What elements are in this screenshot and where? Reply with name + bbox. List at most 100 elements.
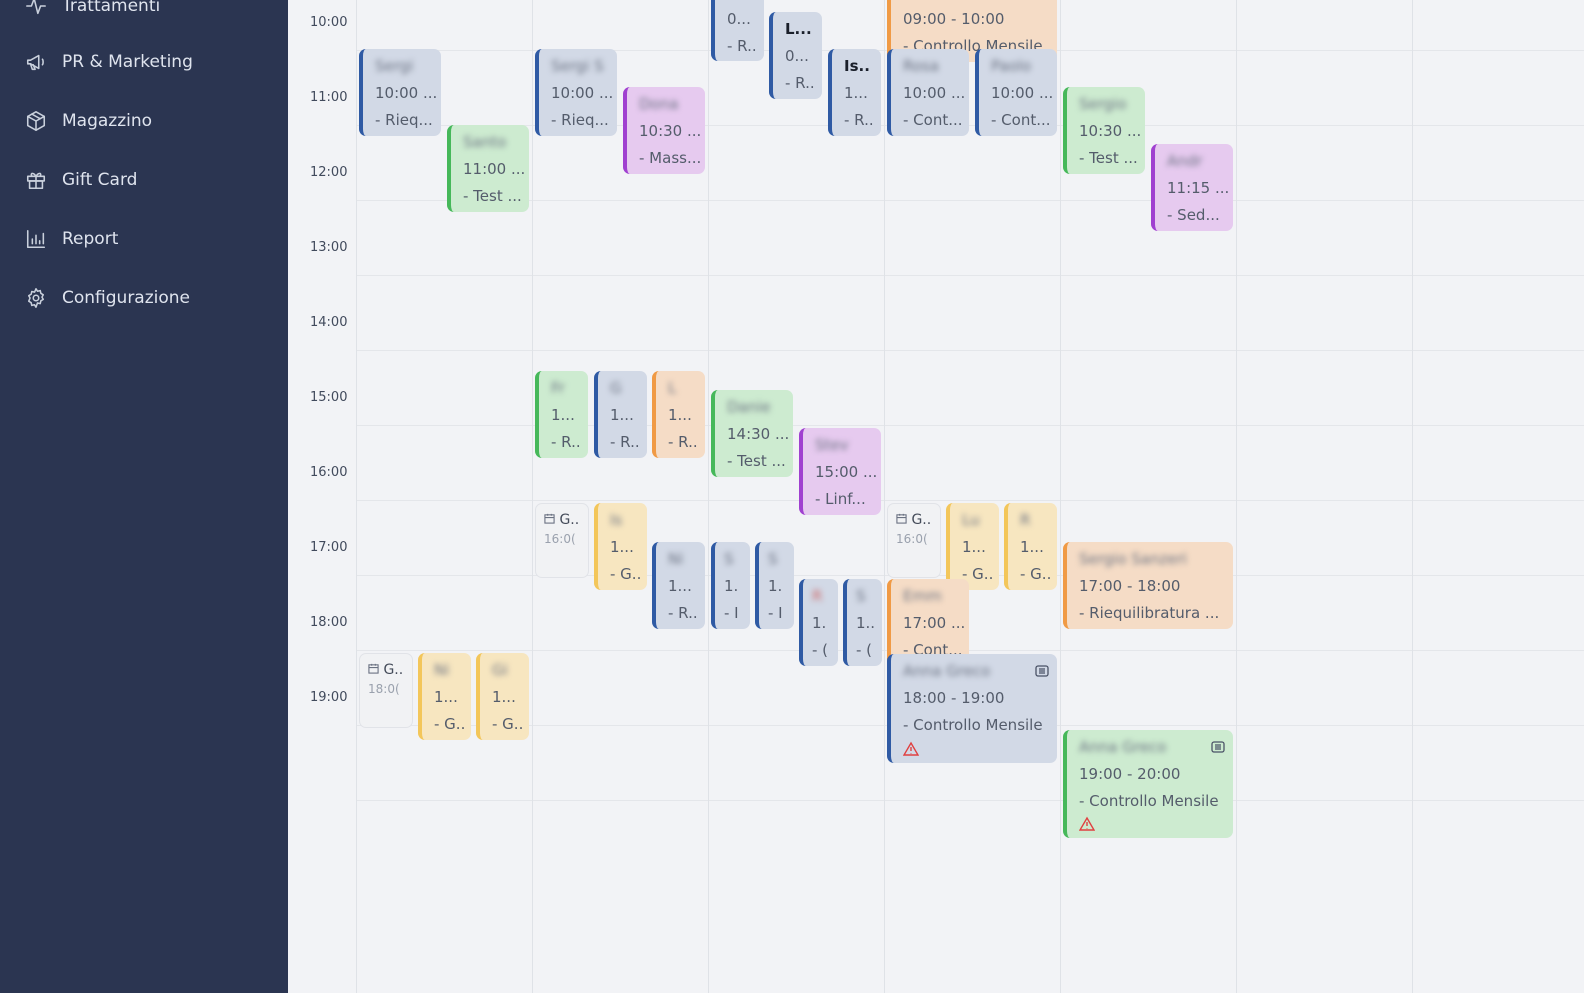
appointment-card[interactable]: L 1... - R.. [652, 371, 705, 458]
appointment-time: 10:00 ... [375, 84, 438, 102]
appointment-card[interactable]: R 1... - G.. [1004, 503, 1057, 590]
hour-label: 12:00 [310, 165, 348, 180]
appointment-card[interactable]: Sergi S 10:00 ... - Rieq... [535, 49, 617, 136]
grid-line [356, 500, 1584, 501]
appointment-service: - Rieq... [375, 111, 433, 129]
blocked-slot-card[interactable]: G.. 16:0( [887, 503, 941, 578]
gift-icon [24, 168, 48, 192]
client-name: Fr [551, 379, 565, 397]
grid-line [356, 425, 1584, 426]
client-name: Sergio [1079, 95, 1127, 113]
appointment-time: 1.. [856, 614, 876, 632]
appointment-card[interactable]: Andr 11:15 ... - Sed... [1151, 144, 1233, 231]
appointment-service: - G.. [492, 715, 524, 733]
appointment-time: 11:15 ... [1167, 179, 1230, 197]
client-name: Sergio Sanzeri [1079, 550, 1187, 568]
appointment-time: 1... [844, 84, 868, 102]
appointment-service: - Test ... [1079, 149, 1138, 167]
card-badge-icon [1211, 738, 1225, 753]
client-name: Dona [639, 95, 679, 113]
client-name: Lu [962, 511, 980, 529]
appointment-time: 17:00 - 18:00 [1079, 577, 1181, 595]
appointment-card[interactable]: Sergio Sanzeri 17:00 - 18:00 - Riequilib… [1063, 542, 1233, 629]
appointment-card[interactable]: Rosa 10:00 ... - Cont... [887, 49, 969, 136]
appointment-time: 09:00 - 10:00 [903, 10, 1005, 28]
box-icon [24, 109, 48, 133]
client-name: Andr [1167, 152, 1203, 170]
appointment-card[interactable]: 0... - R.. [711, 0, 764, 61]
appointment-card[interactable]: Danie 14:30 ... - Test ... [711, 390, 793, 477]
appointment-card[interactable]: S 1. - I [755, 542, 794, 629]
appointment-time: 18:00 - 19:00 [903, 689, 1005, 707]
appointment-card[interactable]: Emm 17:00 ... - Cont... [887, 579, 969, 666]
client-name: Sergi S [551, 57, 604, 75]
activity-icon [24, 0, 48, 18]
gear-icon [24, 286, 48, 310]
day-column-divider [1412, 0, 1413, 993]
sidebar-item-gift-card[interactable]: Gift Card [0, 160, 288, 200]
sidebar-item-pr-marketing[interactable]: PR & Marketing [0, 42, 288, 82]
appointment-card[interactable]: Dona 10:30 ... - Mass... [623, 87, 705, 174]
client-name: Is [610, 511, 623, 529]
day-column-divider [1236, 0, 1237, 993]
client-name: G [610, 379, 622, 397]
appointment-card[interactable]: R 1. - ( [799, 579, 838, 666]
sidebar-item-trattamenti[interactable]: Trattamenti [0, 0, 288, 26]
appointment-time: 1... [551, 406, 575, 424]
appointment-card[interactable]: Fr 1... - R.. [535, 371, 588, 458]
appointment-service: - Sed... [1167, 206, 1220, 224]
warning-icon [902, 741, 920, 757]
appointment-service: - Mass... [639, 149, 702, 167]
blocked-slot-card[interactable]: G.. 18:0( [359, 653, 413, 728]
hour-label: 11:00 [310, 90, 348, 105]
card-badge-icon [1035, 662, 1049, 677]
sidebar-item-label: Configurazione [62, 288, 191, 308]
hour-label: 18:00 [310, 615, 348, 630]
appointment-service: - R.. [610, 433, 640, 451]
appointment-card[interactable]: Is.. 1... - R.. [828, 49, 881, 136]
grid-line [356, 800, 1584, 801]
appointment-card[interactable]: Ni 1... - G.. [418, 653, 471, 740]
appointment-service: - R.. [727, 37, 757, 55]
appointment-card[interactable]: Is 1... - G.. [594, 503, 647, 590]
appointment-card[interactable]: L... 0... - R.. [769, 12, 822, 99]
appointment-card[interactable]: Sergi 10:00 ... - Rieq... [359, 49, 441, 136]
appointment-time: 1. [724, 577, 739, 595]
warning-icon [1078, 816, 1096, 832]
sidebar-item-magazzino[interactable]: Magazzino [0, 101, 288, 141]
appointment-service: - R.. [668, 604, 698, 622]
appointment-card[interactable]: S 1.. - ( [843, 579, 882, 666]
sidebar-item-report[interactable]: Report [0, 219, 288, 259]
blocked-slot-label: G.. [368, 662, 403, 678]
appointment-time: 1... [1020, 538, 1044, 556]
sidebar-item-label: Gift Card [62, 170, 138, 190]
appointment-card[interactable]: Santo 11:00 ... - Test ... [447, 125, 529, 212]
hour-label: 13:00 [310, 240, 348, 255]
sidebar-item-label: PR & Marketing [62, 52, 193, 72]
appointment-card[interactable]: Sergio 10:30 ... - Test ... [1063, 87, 1145, 174]
appointment-service: - Riequilibratura ... [1079, 604, 1220, 622]
sidebar-item-configurazione[interactable]: Configurazione [0, 278, 288, 318]
appointment-card[interactable]: Anna Greco 18:00 - 19:00 - Controllo Men… [887, 654, 1057, 763]
appointment-card[interactable]: Stev 15:00 ... - Linf... [799, 428, 881, 515]
client-name: R [1020, 511, 1031, 529]
appointment-service: - Test ... [727, 452, 786, 470]
sidebar-item-label: Report [62, 229, 119, 249]
appointment-service: - R.. [844, 111, 874, 129]
appointment-service: - Linf... [815, 490, 866, 508]
appointment-card[interactable]: Anna Greco 19:00 - 20:00 - Controllo Men… [1063, 730, 1233, 838]
appointment-card[interactable]: S 1. - I [711, 542, 750, 629]
calendar-icon [544, 513, 555, 524]
appointment-card[interactable]: Gi 1... - G.. [476, 653, 529, 740]
appointment-card[interactable]: Lu 1... - G.. [946, 503, 999, 590]
blocked-slot-card[interactable]: G.. 16:0( [535, 503, 589, 578]
appointment-card[interactable]: Paolo 10:00 ... - Cont... [975, 49, 1057, 136]
blocked-slot-label: G.. [896, 512, 931, 528]
client-name: Is.. [844, 57, 870, 75]
appointment-time: 10:00 ... [991, 84, 1054, 102]
appointment-service: - Cont... [991, 111, 1051, 129]
day-column-divider [884, 0, 885, 993]
appointment-card[interactable]: G 1... - R.. [594, 371, 647, 458]
appointment-service: - I [724, 604, 739, 622]
appointment-card[interactable]: Ni 1... - R.. [652, 542, 705, 629]
